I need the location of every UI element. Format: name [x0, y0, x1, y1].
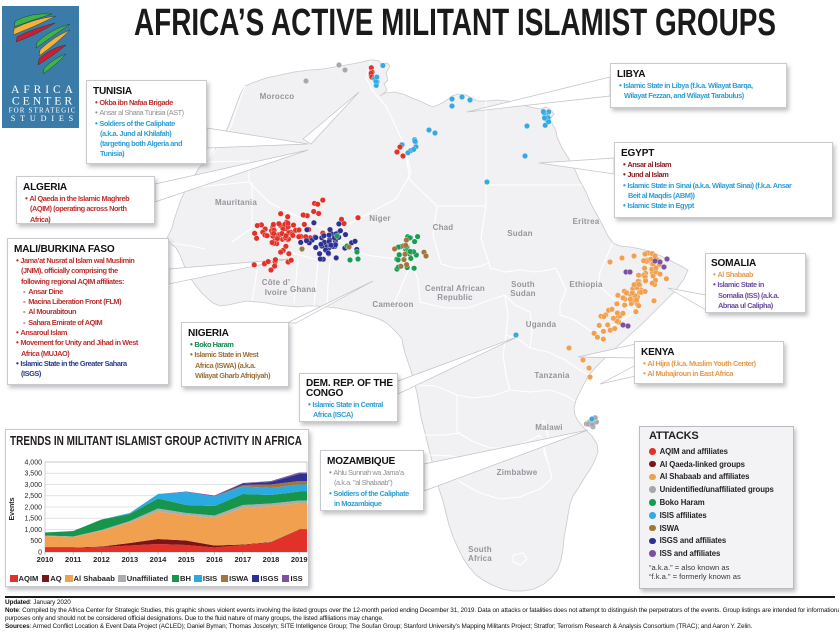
svg-text:Africa: Africa — [468, 554, 492, 563]
svg-text:2,000: 2,000 — [24, 504, 42, 511]
svg-text:3,000: 3,000 — [24, 482, 42, 489]
svg-text:3,500: 3,500 — [24, 471, 42, 478]
svg-text:4,000: 4,000 — [24, 459, 42, 466]
svg-text:AFRICA: AFRICA — [11, 84, 77, 96]
svg-text:CENTER: CENTER — [12, 94, 75, 108]
svg-text:FOR STRATEGIC: FOR STRATEGIC — [9, 107, 77, 115]
svg-text:Niger: Niger — [369, 214, 390, 223]
svg-text:Ethiopia: Ethiopia — [569, 280, 603, 289]
svg-text:Tanzania: Tanzania — [534, 371, 570, 380]
svg-text:Uganda: Uganda — [526, 320, 557, 329]
svg-text:1,500: 1,500 — [24, 516, 42, 523]
svg-text:2015: 2015 — [178, 555, 195, 564]
svg-text:500: 500 — [30, 538, 42, 545]
svg-text:Ghana: Ghana — [290, 285, 316, 294]
svg-text:Events: Events — [9, 497, 16, 520]
svg-text:2010: 2010 — [37, 555, 54, 564]
svg-text:Eritrea: Eritrea — [573, 217, 600, 226]
svg-text:2014: 2014 — [150, 555, 168, 564]
svg-text:Republic: Republic — [437, 293, 473, 302]
svg-text:2011: 2011 — [65, 555, 81, 564]
svg-text:2018: 2018 — [263, 555, 280, 564]
svg-text:Central African: Central African — [425, 284, 485, 293]
svg-text:STUDIES: STUDIES — [11, 114, 78, 123]
svg-text:Malawi: Malawi — [535, 423, 562, 432]
svg-text:Ivoire: Ivoire — [265, 288, 288, 297]
svg-text:2019: 2019 — [291, 555, 308, 564]
svg-text:Mauritania: Mauritania — [215, 198, 257, 207]
svg-text:Cameroon: Cameroon — [372, 300, 413, 309]
svg-text:Chad: Chad — [433, 223, 454, 232]
svg-text:2016: 2016 — [206, 555, 223, 564]
svg-text:2013: 2013 — [121, 555, 138, 564]
svg-text:Côte d’: Côte d’ — [262, 278, 291, 287]
svg-text:Sudan: Sudan — [507, 229, 532, 238]
svg-text:Zimbabwe: Zimbabwe — [497, 468, 538, 477]
svg-text:0: 0 — [38, 549, 42, 556]
svg-text:Sudan: Sudan — [510, 289, 535, 298]
svg-text:1,000: 1,000 — [24, 527, 42, 534]
svg-text:South: South — [511, 280, 535, 289]
svg-text:2012: 2012 — [93, 555, 110, 564]
svg-text:2,500: 2,500 — [24, 493, 42, 500]
svg-text:2017: 2017 — [234, 555, 251, 564]
svg-text:Morocco: Morocco — [260, 92, 295, 101]
svg-text:South: South — [468, 545, 492, 554]
